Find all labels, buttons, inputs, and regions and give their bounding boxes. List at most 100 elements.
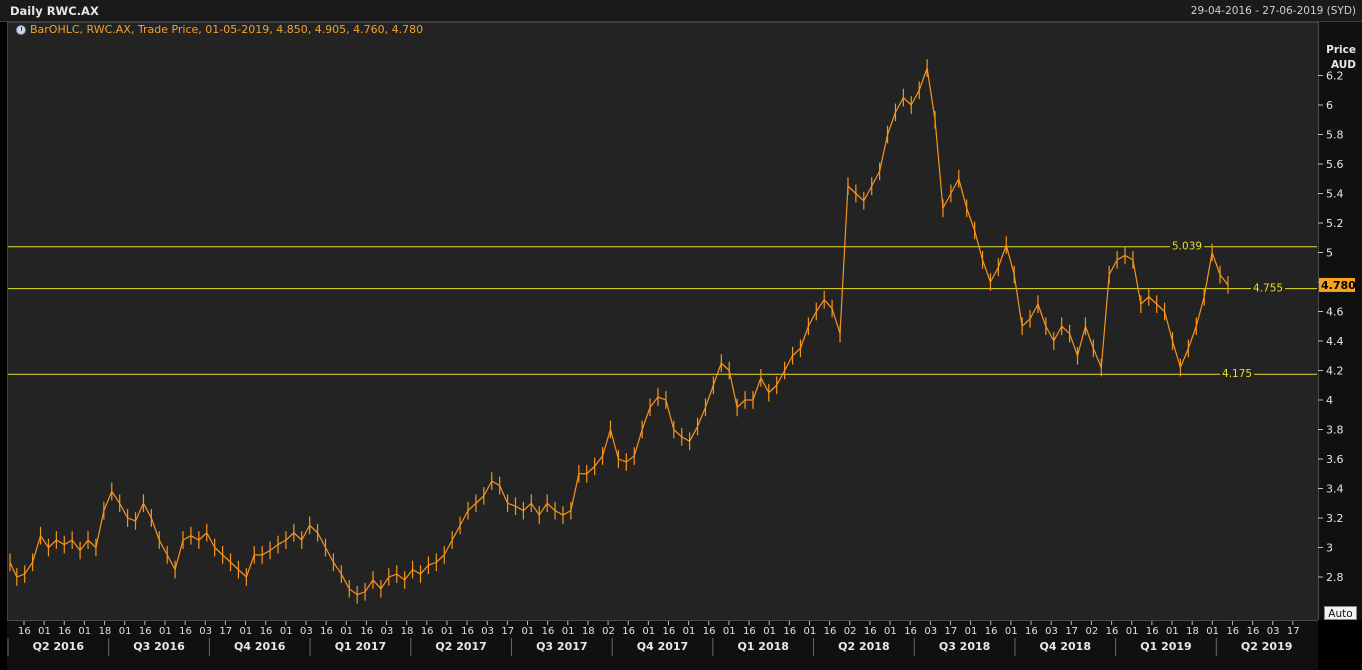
price-segment (24, 561, 34, 575)
price-segment (1021, 318, 1031, 327)
x-tick-label: 18 (99, 626, 112, 637)
price-segment (1045, 325, 1055, 342)
price-segment (799, 326, 809, 349)
x-tick-label: 01 (562, 626, 575, 637)
price-segment (1179, 348, 1189, 368)
chart-header: Daily RWC.AX 29-04-2016 - 27-06-2019 (SY… (0, 0, 1362, 22)
clock-icon[interactable] (16, 24, 26, 35)
price-segment (1029, 303, 1039, 320)
x-tick-label: 01 (280, 626, 293, 637)
time-axis[interactable] (7, 620, 1318, 670)
price-segment (657, 396, 667, 401)
price-segment (364, 579, 374, 593)
x-tick-label: 18 (1186, 626, 1199, 637)
price-segment (40, 535, 49, 548)
price-segment (182, 535, 192, 541)
price-segment (546, 502, 556, 512)
x-tick-label: 01 (884, 626, 897, 637)
price-segment (704, 385, 714, 408)
price-segment (332, 561, 342, 575)
x-tick-label: 16 (179, 626, 192, 637)
x-tick-label: 16 (421, 626, 434, 637)
price-segment (752, 377, 762, 401)
price-segment (997, 244, 1007, 268)
x-tick-label: 03 (1045, 626, 1058, 637)
x-tick-label: 16 (1025, 626, 1038, 637)
price-segment (166, 554, 176, 570)
price-segment (340, 573, 350, 590)
x-tick-label: 03 (924, 626, 937, 637)
price-segment (831, 308, 841, 334)
price-segment (467, 502, 477, 512)
price-segment (269, 544, 279, 551)
price-segment (910, 89, 920, 106)
y-tick-label: 3 (1326, 542, 1333, 555)
price-segment (356, 591, 366, 596)
x-tick-label: 16 (904, 626, 917, 637)
x-tick-label: 01 (441, 626, 454, 637)
y-tick-label: 3.8 (1326, 424, 1344, 437)
price-segment (934, 119, 944, 209)
x-tick-label: 16 (461, 626, 474, 637)
price-segment (1108, 259, 1118, 275)
x-tick-label: 16 (542, 626, 555, 637)
price-segment (894, 97, 904, 113)
x-tick-label: 16 (622, 626, 635, 637)
price-segment (87, 539, 97, 548)
price-segment (989, 266, 999, 283)
price-segment (1164, 311, 1174, 342)
price-segment (974, 230, 984, 261)
price-segment (9, 561, 18, 578)
price-segment (372, 579, 382, 590)
price-segment (119, 502, 129, 519)
x-tick-label: 17 (1065, 626, 1078, 637)
y-tick-label: 3.6 (1326, 453, 1344, 466)
y-tick-label: 5.2 (1326, 217, 1344, 230)
price-segment (807, 311, 817, 327)
x-tick-label: 16 (703, 626, 716, 637)
quarter-label: Q4 2018 (1040, 640, 1091, 653)
price-segment (618, 458, 627, 463)
price-segment (958, 178, 968, 209)
series-legend[interactable]: BarOHLC, RWC.AX, Trade Price, 01-05-2019… (16, 23, 423, 36)
price-segment (285, 532, 295, 541)
price-segment (1187, 326, 1197, 349)
chart-title: Daily RWC.AX (10, 4, 99, 18)
x-tick-label: 17 (944, 626, 957, 637)
price-segment (277, 539, 287, 546)
price-segment (815, 299, 825, 312)
plot-area[interactable] (7, 22, 1318, 620)
x-tick-label: 02 (844, 626, 857, 637)
price-segment (142, 502, 152, 519)
price-segment (301, 525, 311, 541)
x-tick-label: 01 (340, 626, 353, 637)
x-tick-label: 01 (1166, 626, 1179, 637)
price-segment (1211, 252, 1221, 275)
quarter-label: Q4 2016 (234, 640, 286, 653)
price-segment (483, 480, 493, 497)
price-segment (95, 510, 105, 548)
quarter-label: Q2 2017 (435, 640, 486, 653)
price-segment (214, 547, 224, 556)
x-tick-label: 03 (199, 626, 212, 637)
price-segment (63, 539, 73, 546)
reference-label-bg (1220, 367, 1254, 380)
quarter-label: Q3 2016 (133, 640, 185, 653)
price-segment (697, 407, 707, 427)
reference-label-bg (1170, 239, 1204, 252)
price-segment (1219, 274, 1229, 286)
price-segment (641, 407, 651, 430)
price-segment (1140, 296, 1150, 305)
price-axis[interactable]: Price AUD (1318, 22, 1362, 620)
price-segment (609, 429, 619, 460)
x-tick-label: 02 (602, 626, 615, 637)
x-tick-label: 17 (1287, 626, 1300, 637)
price-segment (420, 564, 429, 575)
price-segment (839, 186, 849, 334)
price-segment (459, 510, 469, 526)
auto-scale-button[interactable]: Auto (1324, 606, 1357, 620)
price-segment (855, 193, 865, 202)
price-segment (554, 510, 564, 516)
price-segment (720, 362, 730, 371)
price-segment (127, 517, 136, 522)
